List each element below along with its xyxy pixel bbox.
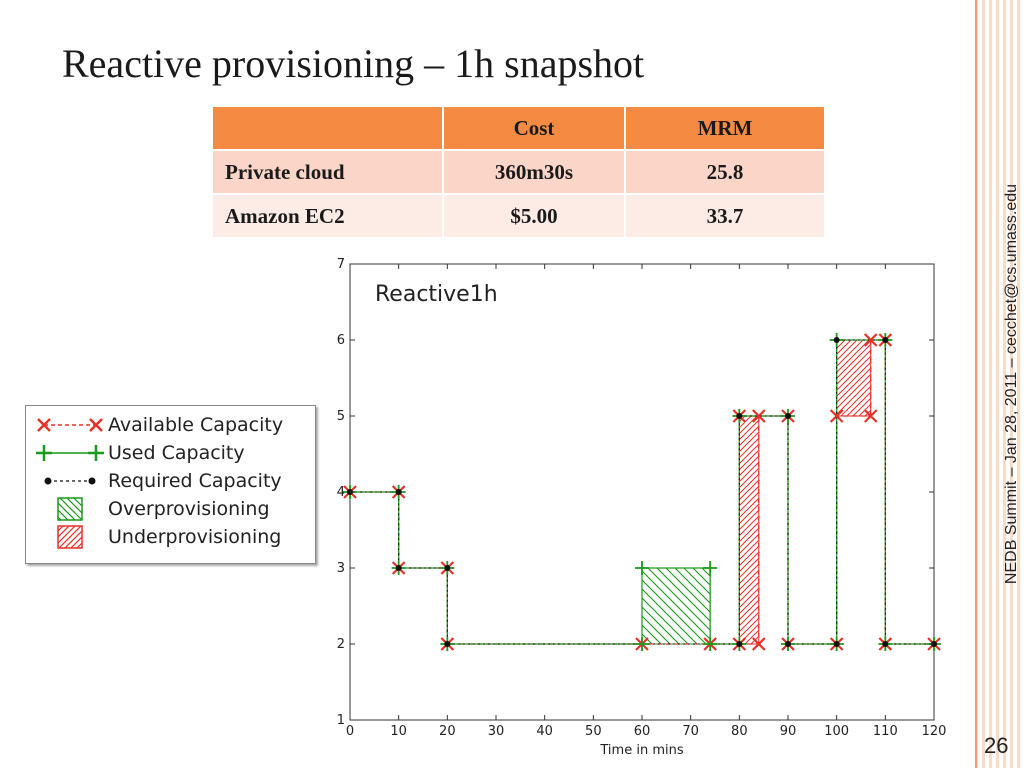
table-cell: 33.7 [625,193,826,237]
required-capacity-point [444,565,451,571]
required-capacity-point [882,641,889,647]
required-capacity-point [736,413,743,419]
table-cell: Private cloud [213,149,444,194]
x-tick-label: 20 [439,724,456,739]
used-capacity-point [703,637,718,651]
y-tick-label: 6 [337,333,345,348]
series-line [350,339,934,645]
x-axis-label: Time in mins [599,743,683,758]
legend-swatch-available-icon [37,418,103,432]
required-capacity-point [882,337,889,343]
table-row: Private cloud 360m30s 25.8 [213,149,826,194]
x-tick-label: 60 [634,724,651,739]
y-tick-label: 5 [337,409,345,424]
legend-label: Underprovisioning [108,526,282,548]
table-header-cost: Cost [443,107,626,150]
slide-title: Reactive provisioning – 1h snapshot [62,41,645,86]
available-capacity-point [863,409,878,423]
overprovisioning-region [641,567,711,645]
decorative-side-band [975,0,1024,768]
slide-footer: NEDB Summit – Jan 28, 2011 – cecchet@cs.… [1003,183,1020,585]
required-capacity-point [444,641,451,647]
used-capacity-point [635,637,649,651]
used-capacity-point [703,561,718,575]
underprovisioning-region [738,415,760,645]
required-capacity-point [785,641,791,647]
table-cell: 25.8 [625,149,826,194]
legend-item-overprovisioning: Overprovisioning [36,495,270,523]
x-tick-label: 10 [390,724,407,739]
available-capacity-point [863,333,878,347]
x-tick-label: 30 [488,724,505,739]
y-tick-label: 1 [337,713,345,728]
required-capacity-point [395,489,402,495]
required-capacity-point [785,413,791,419]
available-capacity-point [829,409,844,423]
axis-ticks: 0 10 20 30 40 50 60 70 80 90 100 110 120 1 2 3 4 5 6 7 [337,257,947,739]
y-tick-label: 4 [337,485,345,500]
x-tick-label: 40 [536,724,553,739]
used-capacity-point [635,561,649,575]
reactive1h-chart: 0 10 20 30 40 50 60 70 80 90 100 110 120 1 2 3 4 5 6 7 Reac… [337,257,947,758]
legend-item-used: Used Capacity [36,439,245,467]
chart-legend: Available Capacity Used Capacity Require… [25,405,316,564]
required-capacity-point [395,565,402,571]
legend-item-required: Required Capacity [36,467,282,495]
table-header-row: Cost MRM [213,107,826,150]
series-lines [350,339,934,645]
legend-label: Available Capacity [108,414,284,436]
available-capacity-point [752,409,766,423]
required-capacity-point [833,337,840,343]
legend-item-underprovisioning: Underprovisioning [36,523,281,551]
table-row: Amazon EC2 $5.00 33.7 [213,193,826,237]
required-capacity-point [833,641,840,647]
legend-label: Used Capacity [108,442,245,464]
y-tick-label: 7 [337,257,345,272]
x-tick-label: 90 [780,724,797,739]
available-capacity-point [752,637,766,651]
page-number: 26 [984,733,1009,758]
x-tick-label: 0 [346,724,354,739]
required-capacity-point [736,641,743,647]
x-tick-label: 110 [873,724,898,739]
cost-table: Cost MRM Private cloud 360m30s 25.8 Amaz… [213,107,826,237]
y-tick-label: 2 [337,637,345,652]
x-tick-label: 80 [731,724,748,739]
chart-title: Reactive1h [375,282,498,307]
table-header-mrm: MRM [625,107,826,150]
table-cell: Amazon EC2 [213,193,444,237]
y-tick-label: 3 [337,561,345,576]
legend-swatch-used-icon [36,445,104,461]
table-cell: $5.00 [443,193,626,237]
legend-label: Required Capacity [108,470,282,492]
legend-swatch-required-icon [44,477,96,485]
plot-frame [349,263,935,721]
legend-swatch-overprovisioning-icon [57,497,83,521]
x-tick-label: 50 [585,724,602,739]
x-tick-label: 120 [922,724,947,739]
table-header-blank [213,107,444,150]
table-cell: 360m30s [443,149,626,194]
x-tick-label: 70 [682,724,699,739]
legend-swatch-underprovisioning-icon [57,525,83,549]
legend-item-available: Available Capacity [36,411,283,439]
x-tick-label: 100 [824,724,849,739]
legend-label: Overprovisioning [108,498,270,520]
underprovisioning-region [836,339,872,417]
